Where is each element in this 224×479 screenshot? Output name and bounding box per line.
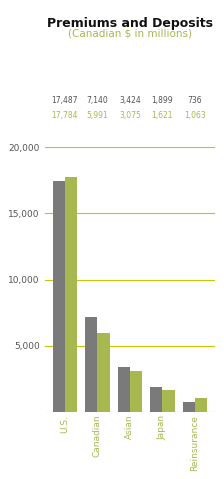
Bar <box>130 371 142 412</box>
Text: 17,487: 17,487 <box>52 96 78 105</box>
Bar <box>97 333 110 412</box>
Bar <box>85 318 97 412</box>
Bar <box>118 366 130 412</box>
Text: 736: 736 <box>188 96 202 105</box>
Bar <box>195 398 207 412</box>
Text: 1,063: 1,063 <box>184 111 206 120</box>
Text: 7,140: 7,140 <box>86 96 108 105</box>
Text: 17,784: 17,784 <box>52 111 78 120</box>
Text: 1,621: 1,621 <box>152 111 173 120</box>
Bar <box>183 402 195 412</box>
Text: 1,899: 1,899 <box>152 96 173 105</box>
Text: 3,424: 3,424 <box>119 96 141 105</box>
Text: 3,075: 3,075 <box>119 111 141 120</box>
Bar <box>150 387 162 412</box>
Text: (Canadian $ in millions): (Canadian $ in millions) <box>68 29 192 39</box>
Bar <box>162 390 175 412</box>
Bar <box>65 177 77 412</box>
Text: 5,991: 5,991 <box>86 111 108 120</box>
Text: Premiums and Deposits: Premiums and Deposits <box>47 17 213 30</box>
Bar <box>53 181 65 412</box>
